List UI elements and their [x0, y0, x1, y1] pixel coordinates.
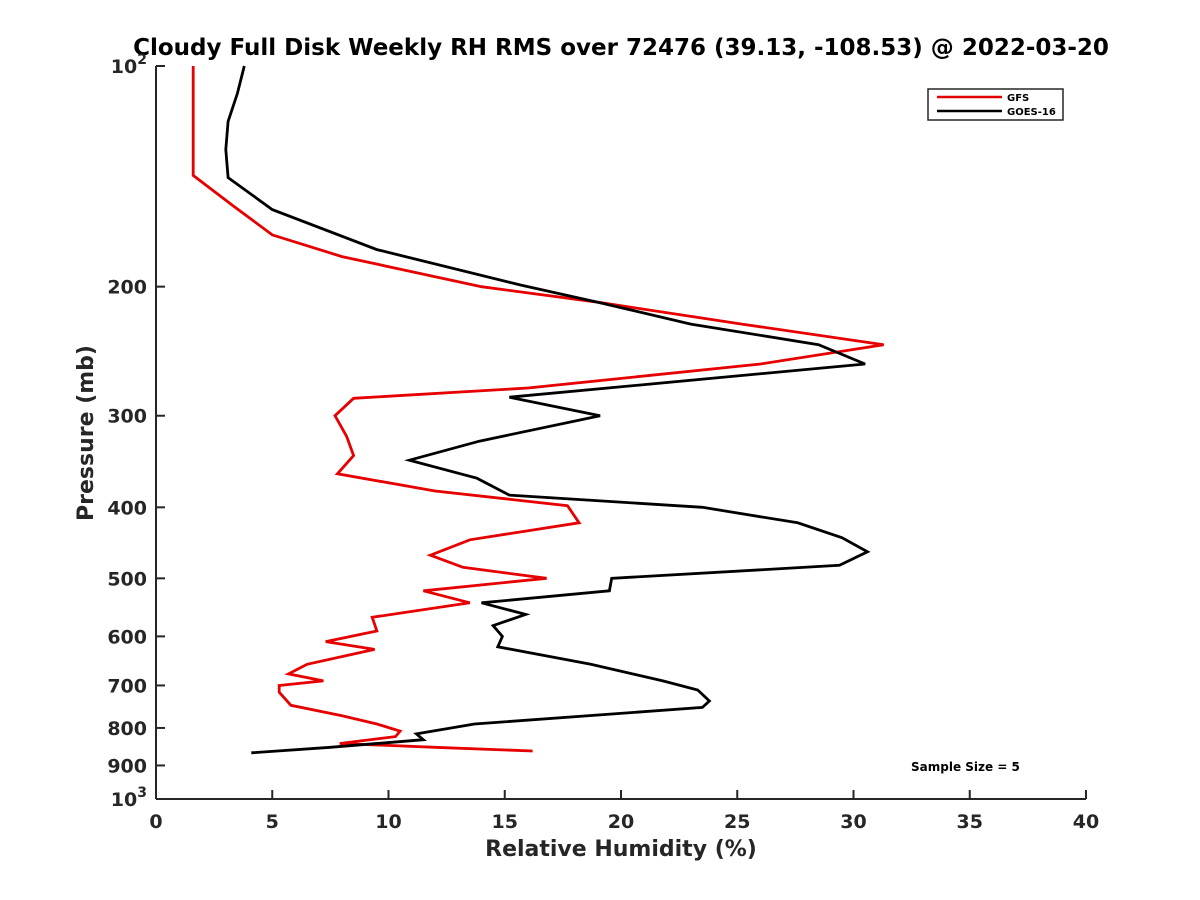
x-tick-label: 5 — [266, 811, 279, 833]
x-tick-label: 35 — [957, 811, 983, 833]
x-tick-label: 40 — [1073, 811, 1099, 833]
x-tick-label: 15 — [492, 811, 518, 833]
legend-label-gfs: GFS — [1007, 93, 1029, 104]
series-line-goes16 — [224, 65, 871, 755]
legend-label-goes16: GOES-16 — [1007, 107, 1056, 118]
y-tick-label: 400 — [107, 497, 147, 519]
x-tick-label: 0 — [149, 811, 162, 833]
x-axis-ticks: 0 5 10 15 20 25 30 35 40 — [149, 790, 1099, 833]
y-tick-label: 300 — [107, 406, 147, 428]
y-tick-label: 800 — [107, 718, 147, 740]
sample-size-annotation: Sample Size = 5 — [911, 760, 1020, 774]
y-tick-exponent: 3 — [137, 785, 147, 801]
y-axis-label: Pressure (mb) — [74, 345, 99, 521]
x-tick-label: 10 — [375, 811, 401, 833]
x-tick-label: 30 — [840, 811, 866, 833]
y-tick-label: 500 — [107, 568, 147, 590]
y-tick-exponent: 2 — [137, 52, 147, 68]
x-tick-label: 25 — [724, 811, 750, 833]
x-axis-label: Relative Humidity (%) — [485, 837, 757, 862]
y-tick-label: 600 — [107, 626, 147, 648]
y-tick-label: 700 — [107, 675, 147, 697]
x-tick-label: 20 — [608, 811, 634, 833]
y-tick-label: 900 — [107, 755, 147, 777]
y-tick-label: 200 — [107, 277, 147, 299]
legend: GFS GOES-16 — [927, 88, 1064, 121]
chart-title: Cloudy Full Disk Weekly RH RMS over 7247… — [133, 35, 1109, 61]
y-tick-label: 102 — [111, 52, 147, 78]
plot-area — [191, 65, 884, 755]
legend-box — [927, 88, 1064, 121]
